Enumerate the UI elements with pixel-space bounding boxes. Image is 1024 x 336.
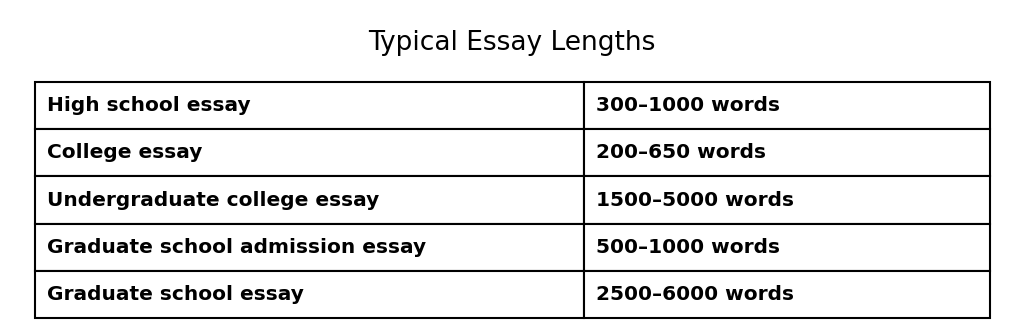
Bar [584, 82, 990, 129]
Text: High school essay: High school essay [47, 96, 251, 115]
Text: Undergraduate college essay: Undergraduate college essay [47, 191, 379, 210]
Bar [584, 176, 990, 223]
Bar [35, 176, 584, 223]
Bar [35, 129, 584, 176]
Text: 300–1000 words: 300–1000 words [596, 96, 780, 115]
Bar [584, 129, 990, 176]
Bar [35, 271, 584, 318]
Text: Graduate school admission essay: Graduate school admission essay [47, 238, 426, 257]
Bar [35, 82, 584, 129]
Text: 500–1000 words: 500–1000 words [596, 238, 780, 257]
Bar [584, 223, 990, 271]
Text: 1500–5000 words: 1500–5000 words [596, 191, 795, 210]
Text: Graduate school essay: Graduate school essay [47, 285, 304, 304]
Bar [35, 223, 584, 271]
Text: 200–650 words: 200–650 words [596, 143, 766, 162]
Text: 2500–6000 words: 2500–6000 words [596, 285, 795, 304]
Bar [584, 271, 990, 318]
Text: College essay: College essay [47, 143, 203, 162]
Text: Typical Essay Lengths: Typical Essay Lengths [369, 30, 655, 56]
